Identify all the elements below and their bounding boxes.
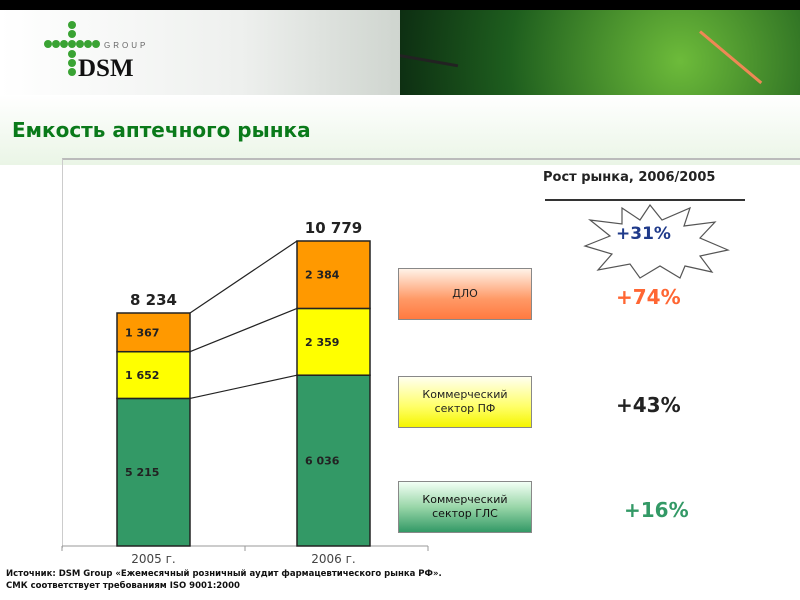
legend-label: Коммерческий сектор ГЛС (422, 492, 508, 520)
bar-segment (116, 397, 191, 547)
bar-segment (116, 350, 191, 400)
bar-segment (296, 307, 371, 376)
bar-segment (116, 312, 191, 353)
chart-area (62, 158, 800, 548)
bar-segment (296, 374, 371, 547)
segment-label: 2 359 (305, 336, 339, 349)
legend-label: ДЛО (452, 286, 478, 300)
segment-label: 6 036 (305, 455, 340, 468)
segment-label: 2 384 (305, 269, 340, 282)
iso-line: СМК соответствует требованиям ISO 9001:2… (6, 581, 240, 591)
growth-commercial-pf: +43% (616, 393, 681, 417)
category-label: 2006 г. (311, 552, 355, 566)
growth-commercial-gls: +16% (624, 498, 689, 522)
top-bar (0, 0, 800, 10)
legend-dlo: ДЛО (398, 268, 532, 320)
bar-segment (296, 240, 371, 310)
segment-label: 1 367 (125, 326, 159, 339)
category-label: 2005 г. (131, 552, 175, 566)
connector-line (189, 240, 298, 314)
total-label: 8 234 (130, 291, 177, 309)
growth-title: Рост рынка, 2006/2005 (543, 170, 716, 185)
svg-text:GROUP: GROUP (104, 41, 148, 50)
legend-commercial-gls: Коммерческий сектор ГЛС (398, 481, 532, 533)
dsm-logo: GROUP DSM (44, 21, 148, 80)
legend-label: Коммерческий сектор ПФ (422, 387, 508, 415)
source-note: Источник: DSM Group «Ежемесячный розничн… (6, 568, 442, 592)
legend-commercial-pf: Коммерческий сектор ПФ (398, 376, 532, 428)
segment-label: 5 215 (125, 466, 159, 479)
svg-text:DSM: DSM (78, 55, 134, 80)
growth-dlo: +74% (616, 285, 681, 309)
connector-line (189, 307, 298, 353)
segment-label: 1 652 (125, 369, 159, 382)
page-title: Емкость аптечного рынка (12, 118, 311, 142)
source-line: Источник: DSM Group «Ежемесячный розничн… (6, 569, 442, 579)
connector-line (189, 374, 298, 400)
total-label: 10 779 (305, 219, 362, 237)
title-bar (0, 95, 800, 165)
divider (545, 199, 745, 201)
total-growth: +31% (616, 224, 671, 244)
header-clock-photo (400, 10, 800, 95)
